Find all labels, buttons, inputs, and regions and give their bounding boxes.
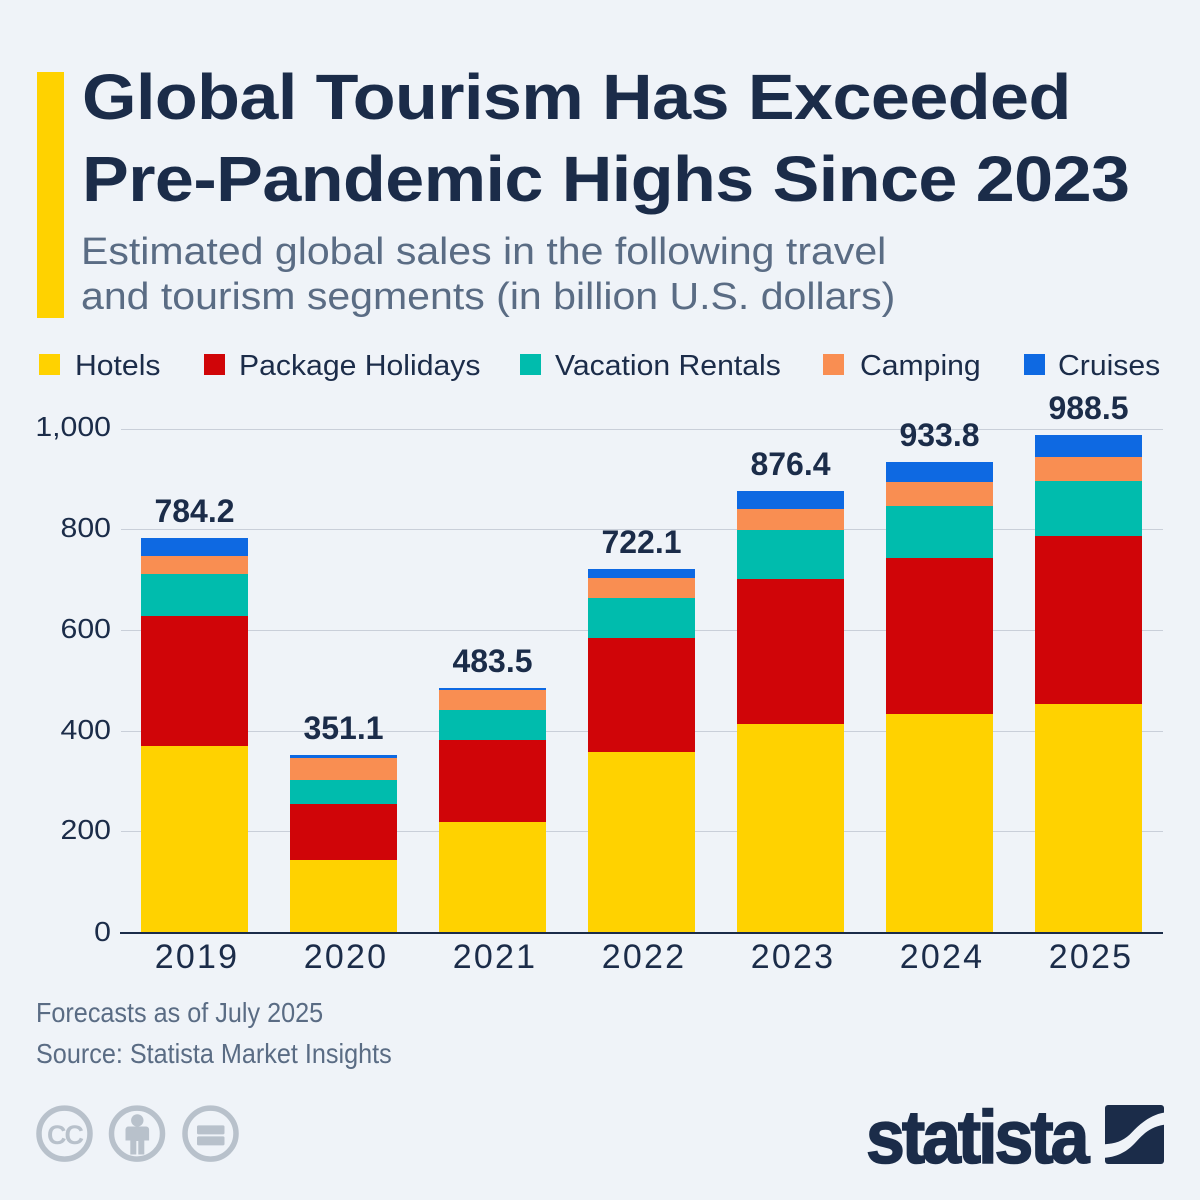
svg-text:CC: CC [47, 1120, 83, 1150]
